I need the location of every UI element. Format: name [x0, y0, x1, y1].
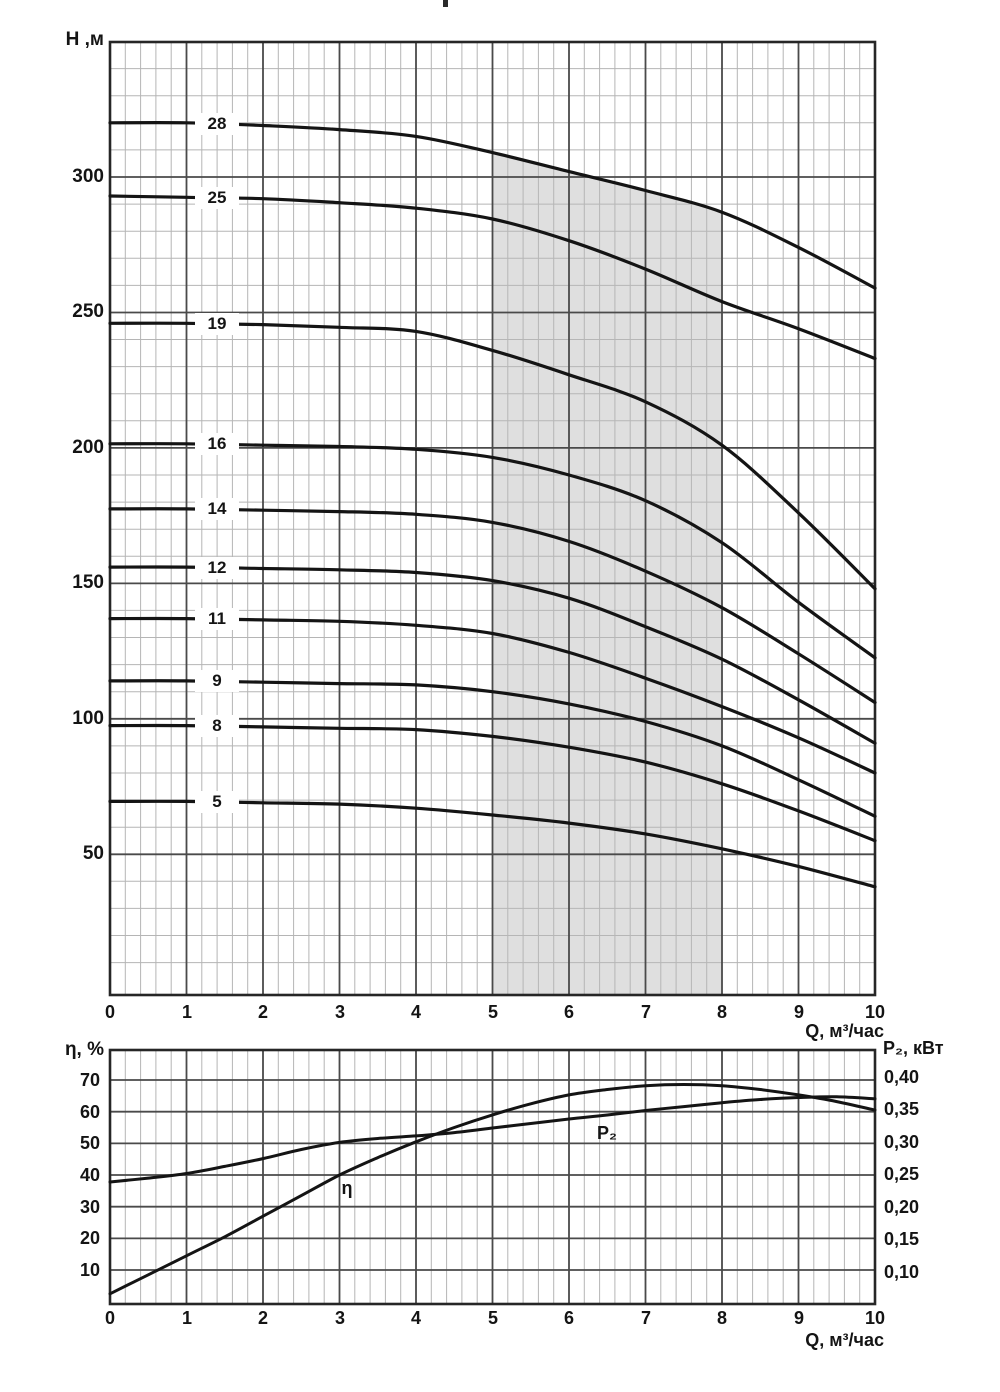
eta-tick-30: 30 [79, 1197, 100, 1217]
q-tick-bottom-0: 0 [104, 1308, 115, 1328]
head-curve-25 [108, 194, 877, 361]
q-tick-bottom-9: 9 [793, 1308, 804, 1328]
q-tick-bottom-5: 5 [487, 1308, 498, 1328]
head-curve-9 [108, 679, 877, 818]
q-tick-bottom-6: 6 [563, 1308, 574, 1328]
eta-tick-60: 60 [79, 1102, 100, 1122]
head-curve-label-16: 16 [195, 433, 239, 455]
q-tick-bottom-3: 3 [334, 1308, 345, 1328]
p2-tick-0_35: 0,35 [884, 1099, 920, 1119]
p2-tick-0_15: 0,15 [884, 1229, 920, 1249]
q-tick-top-2: 2 [257, 1002, 268, 1022]
q-tick-bottom-8: 8 [716, 1308, 727, 1328]
p2-tick-0_25: 0,25 [884, 1164, 920, 1184]
q-tick-top-7: 7 [640, 1002, 651, 1022]
eta-chart-border [108, 1048, 877, 1306]
q-tick-bottom-2: 2 [257, 1308, 268, 1328]
head-chart-border [108, 40, 877, 997]
head-curve-5 [108, 799, 877, 889]
flow-axis-title-top: Q, м³/час [805, 1021, 884, 1041]
q-tick-top-9: 9 [793, 1002, 804, 1022]
q-tick-bottom-7: 7 [640, 1308, 651, 1328]
q-tick-top-10: 10 [864, 1002, 886, 1022]
eta-tick-50: 50 [79, 1133, 100, 1153]
head-curve-label-25: 25 [195, 187, 239, 209]
curve-p2 [108, 1095, 877, 1184]
h-tick-250: 250 [72, 301, 104, 322]
h-tick-300: 300 [72, 166, 104, 187]
eta-p2-curves [108, 1083, 877, 1296]
q-tick-top-6: 6 [563, 1002, 574, 1022]
major-grid [110, 42, 875, 1304]
head-curve-label-14: 14 [195, 498, 239, 520]
head-curve-16 [108, 442, 877, 660]
head-curve-label-11: 11 [195, 608, 239, 630]
head-curves [108, 121, 877, 889]
q-tick-top-1: 1 [181, 1002, 192, 1022]
eta-tick-70: 70 [79, 1070, 100, 1090]
q-tick-top-5: 5 [487, 1002, 498, 1022]
head-curve-11 [108, 616, 877, 775]
head-curve-19 [108, 321, 877, 591]
head-curve-label-19: 19 [195, 313, 239, 335]
curve-eta [108, 1083, 877, 1296]
head-curve-8 [108, 723, 877, 843]
h-tick-200: 200 [72, 437, 104, 458]
h-tick-100: 100 [72, 708, 104, 729]
p2-tick-0_30: 0,30 [884, 1132, 920, 1152]
head-curve-label-9: 9 [195, 670, 239, 692]
eta-tick-10: 10 [79, 1260, 100, 1280]
q-tick-bottom-10: 10 [864, 1308, 886, 1328]
power-axis-title: P₂, кВт [883, 1038, 944, 1058]
p2-tick-0_20: 0,20 [884, 1197, 920, 1217]
q-tick-bottom-4: 4 [410, 1308, 421, 1328]
h-tick-150: 150 [72, 572, 104, 593]
head-curve-14 [108, 507, 877, 705]
efficiency-axis-title: η, % [64, 1039, 104, 1060]
h-tick-50: 50 [82, 843, 104, 864]
eta-curve-label: η [341, 1178, 353, 1198]
p2-tick-0_10: 0,10 [884, 1262, 920, 1282]
q-tick-top-8: 8 [716, 1002, 727, 1022]
eta-tick-20: 20 [79, 1228, 100, 1248]
head-curve-label-8: 8 [195, 715, 239, 737]
eta-tick-40: 40 [79, 1165, 100, 1185]
head-curve-label-12: 12 [195, 557, 239, 579]
flow-axis-title-bottom: Q, м³/час [805, 1330, 884, 1350]
head-axis-title: Н ,м [65, 29, 104, 50]
recommended-range-shading [492, 152, 722, 995]
q-tick-top-3: 3 [334, 1002, 345, 1022]
q-tick-bottom-1: 1 [181, 1308, 192, 1328]
p2-curve-label: P₂ [596, 1123, 617, 1143]
p2-tick-0_40: 0,40 [884, 1067, 920, 1087]
q-tick-top-0: 0 [104, 1002, 115, 1022]
q-tick-top-4: 4 [410, 1002, 421, 1022]
head-curve-28 [108, 121, 877, 290]
cropped-title-fragment [443, 0, 448, 7]
head-curve-label-28: 28 [195, 113, 239, 135]
head-curve-12 [108, 565, 877, 745]
head-curve-label-5: 5 [195, 791, 239, 813]
